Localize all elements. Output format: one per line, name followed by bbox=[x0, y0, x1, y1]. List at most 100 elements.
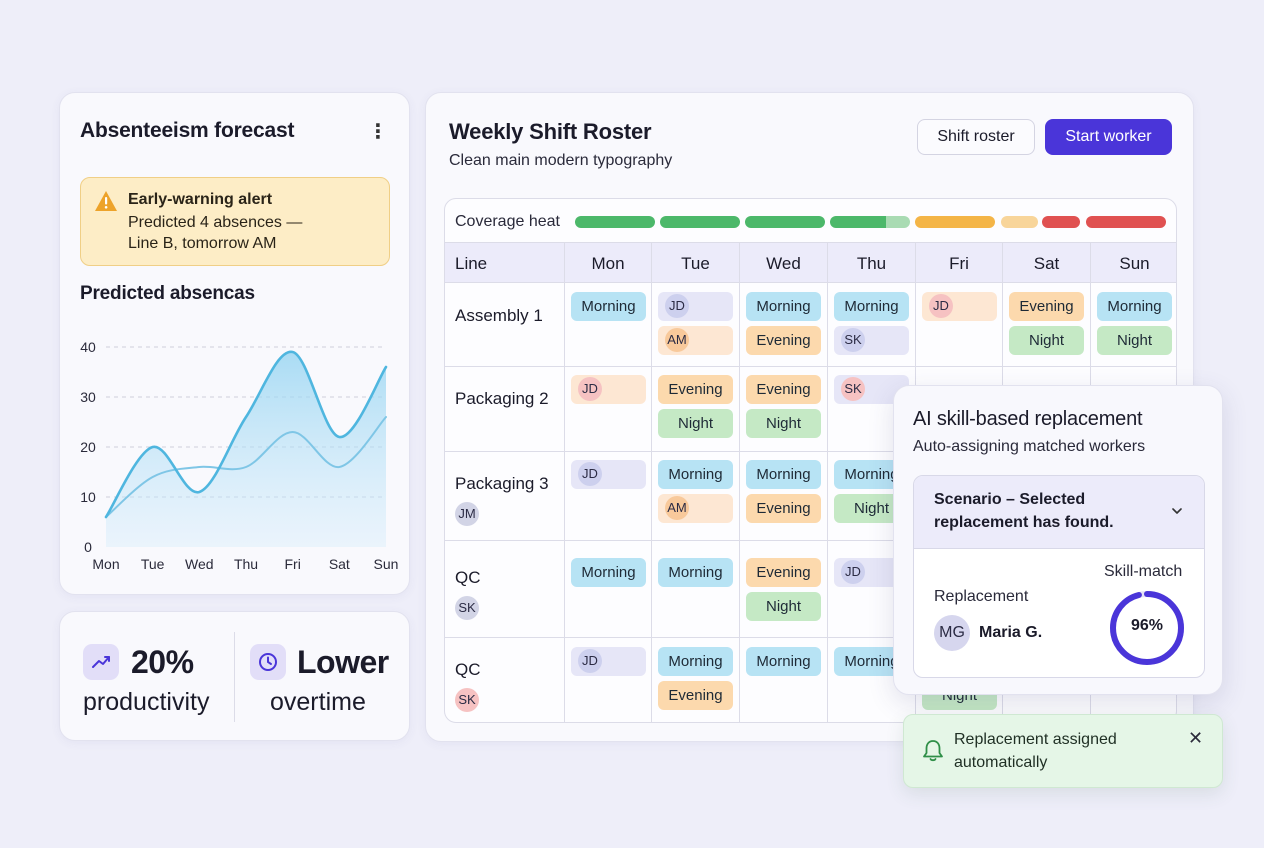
shift-pill-morning[interactable]: Morning bbox=[1097, 292, 1172, 321]
shift-pill-evening[interactable]: Evening bbox=[658, 681, 733, 710]
ai-panel-title: AI skill-based replacement bbox=[913, 408, 1143, 430]
stats-divider bbox=[234, 632, 235, 722]
assignment-chip[interactable]: JD bbox=[571, 460, 646, 489]
shift-pill-morning[interactable]: Morning bbox=[658, 558, 733, 587]
avatar: AM bbox=[665, 496, 689, 520]
column-header-tue: Tue bbox=[681, 254, 710, 273]
y-tick-label: 10 bbox=[80, 489, 96, 505]
avatar: JM bbox=[455, 502, 479, 526]
trending-up-icon bbox=[83, 644, 119, 680]
assignment-chip[interactable]: AM bbox=[658, 326, 733, 355]
start-worker-button[interactable]: Start worker bbox=[1045, 119, 1172, 155]
shift-pill-night[interactable]: Night bbox=[1009, 326, 1084, 355]
y-tick-label: 40 bbox=[80, 339, 96, 355]
assignment-chip[interactable]: JD bbox=[922, 292, 997, 321]
shift-pill-morning[interactable]: Morning bbox=[746, 292, 821, 321]
avatar: SK bbox=[455, 688, 479, 712]
chart-title: Predicted absencas bbox=[80, 283, 255, 304]
coverage-heat-label: Coverage heat bbox=[455, 213, 560, 230]
series-line bbox=[105, 416, 387, 518]
shift-pill-evening[interactable]: Evening bbox=[746, 558, 821, 587]
area-fill bbox=[106, 351, 386, 547]
avatar: JD bbox=[578, 462, 602, 486]
scenario-header[interactable]: Scenario – Selected replacement has foun… bbox=[914, 476, 1204, 549]
replacement-label: Replacement bbox=[934, 588, 1029, 605]
y-tick-label: 30 bbox=[80, 389, 96, 405]
shift-pill-night[interactable]: Night bbox=[746, 409, 821, 438]
shift-pill-morning[interactable]: Morning bbox=[746, 647, 821, 676]
coverage-bar bbox=[660, 216, 740, 228]
shift-pill-evening[interactable]: Evening bbox=[746, 375, 821, 404]
shift-pill-morning[interactable]: Morning bbox=[746, 460, 821, 489]
column-header-thu: Thu bbox=[856, 254, 887, 273]
assignment-chip[interactable]: JD bbox=[571, 647, 646, 676]
coverage-bar bbox=[886, 216, 910, 228]
shift-pill-morning[interactable]: Morning bbox=[658, 647, 733, 676]
avatar: JD bbox=[578, 649, 602, 673]
avatar: JD bbox=[665, 294, 689, 318]
skill-match-label: Skill-match bbox=[1104, 563, 1183, 580]
avatar: AM bbox=[665, 328, 689, 352]
forecast-title: Absenteeism forecast bbox=[80, 119, 295, 142]
replacement-toast: Replacement assigned automatically ✕ bbox=[903, 714, 1223, 788]
coverage-bar bbox=[1001, 216, 1038, 228]
assignment-chip[interactable]: JD bbox=[658, 292, 733, 321]
coverage-bar bbox=[745, 216, 825, 228]
shift-pill-evening[interactable]: Evening bbox=[1009, 292, 1084, 321]
x-tick-label: Sat bbox=[329, 556, 350, 572]
row-label-qc: QC bbox=[455, 568, 481, 587]
shift-pill-morning[interactable]: Morning bbox=[571, 558, 646, 587]
assignment-chip[interactable]: JD bbox=[571, 375, 646, 404]
x-tick-label: Mon bbox=[92, 556, 119, 572]
scenario-line-1: Scenario – Selected bbox=[934, 491, 1086, 508]
avatar: SK bbox=[841, 328, 865, 352]
overtime-value: Lower bbox=[297, 644, 389, 680]
x-tick-label: Thu bbox=[234, 556, 258, 572]
column-header-fri: Fri bbox=[949, 254, 969, 273]
shift-pill-evening[interactable]: Evening bbox=[658, 375, 733, 404]
coverage-bar bbox=[915, 216, 995, 228]
productivity-label: productivity bbox=[83, 688, 210, 716]
shift-roster-button[interactable]: Shift roster bbox=[917, 119, 1035, 155]
avatar: SK bbox=[841, 377, 865, 401]
x-tick-label: Wed bbox=[185, 556, 214, 572]
row-label-packaging-3: Packaging 3 bbox=[455, 474, 549, 493]
close-icon[interactable]: ✕ bbox=[1188, 728, 1204, 748]
shift-pill-evening[interactable]: Evening bbox=[746, 326, 821, 355]
roster-subtitle: Clean main modern typography bbox=[449, 152, 673, 169]
x-tick-label: Fri bbox=[285, 556, 301, 572]
absenteeism-forecast-card: Absenteeism forecast ⋮ Early-warning ale… bbox=[59, 92, 410, 595]
y-tick-label: 20 bbox=[80, 439, 96, 455]
coverage-bar bbox=[830, 216, 886, 228]
row-label-assembly-1: Assembly 1 bbox=[455, 306, 543, 325]
shift-pill-morning[interactable]: Morning bbox=[658, 460, 733, 489]
alert-title: Early-warning alert bbox=[128, 191, 273, 208]
avatar: JD bbox=[929, 294, 953, 318]
shift-pill-night[interactable]: Night bbox=[746, 592, 821, 621]
avatar: MG bbox=[934, 615, 970, 651]
column-header-sun: Sun bbox=[1119, 254, 1150, 273]
overtime-label: overtime bbox=[270, 688, 366, 716]
bell-icon bbox=[923, 740, 943, 762]
coverage-bar bbox=[1042, 216, 1080, 228]
chevron-down-icon[interactable] bbox=[1170, 504, 1184, 518]
shift-pill-morning[interactable]: Morning bbox=[571, 292, 646, 321]
assignment-chip[interactable]: SK bbox=[834, 326, 909, 355]
early-warning-alert: Early-warning alert Predicted 4 absences… bbox=[80, 177, 390, 266]
more-vertical-icon[interactable]: ⋮ bbox=[368, 121, 388, 143]
column-header-line: Line bbox=[455, 254, 488, 273]
shift-pill-evening[interactable]: Evening bbox=[746, 494, 821, 523]
avatar: SK bbox=[455, 596, 479, 620]
skill-match-ring bbox=[1110, 591, 1184, 665]
shift-pill-night[interactable]: Night bbox=[1097, 326, 1172, 355]
roster-title: Weekly Shift Roster bbox=[449, 119, 652, 144]
shift-pill-night[interactable]: Night bbox=[658, 409, 733, 438]
predicted-absences-chart: 0 10 20 30 40 Mon Tue Wed Thu Fri Sat Sun bbox=[80, 339, 399, 572]
shift-pill-morning[interactable]: Morning bbox=[834, 292, 909, 321]
x-tick-label: Sun bbox=[374, 556, 399, 572]
toast-line-2: automatically bbox=[954, 754, 1048, 771]
assignment-chip[interactable]: AM bbox=[658, 494, 733, 523]
avatar: JD bbox=[841, 560, 865, 584]
column-header-wed: Wed bbox=[766, 254, 801, 273]
weekly-shift-roster-card: Weekly Shift Roster Clean main modern ty… bbox=[425, 92, 1194, 742]
